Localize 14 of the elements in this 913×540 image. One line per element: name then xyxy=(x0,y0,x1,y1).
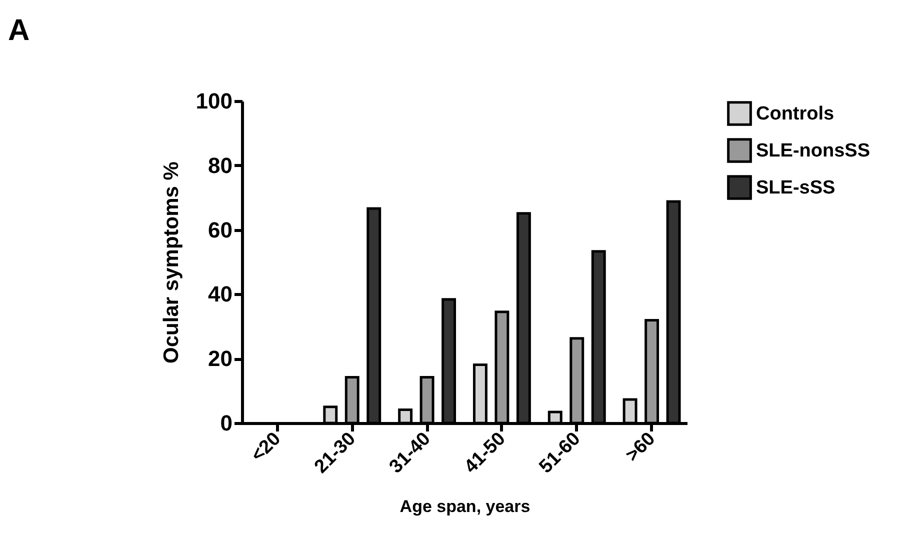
legend-label: SLE-sSS xyxy=(756,178,836,198)
y-tick-label: 0 xyxy=(220,410,232,436)
y-tick-label: 80 xyxy=(208,152,232,178)
legend-label: SLE-nonsSS xyxy=(756,140,870,162)
y-axis-title: Ocular symptoms % xyxy=(160,161,183,364)
y-tick-label: 40 xyxy=(208,282,232,307)
x-tick-label: >60 xyxy=(622,428,660,466)
y-tick-label: 100 xyxy=(196,88,232,114)
y-tick-label: 20 xyxy=(208,346,232,372)
text: A xyxy=(8,14,30,48)
legend-label: Controls xyxy=(756,104,834,124)
x-tick-label: <20 xyxy=(247,428,285,466)
y-tick-label: 60 xyxy=(208,217,232,242)
x-axis-title: Age span, years xyxy=(400,496,530,516)
